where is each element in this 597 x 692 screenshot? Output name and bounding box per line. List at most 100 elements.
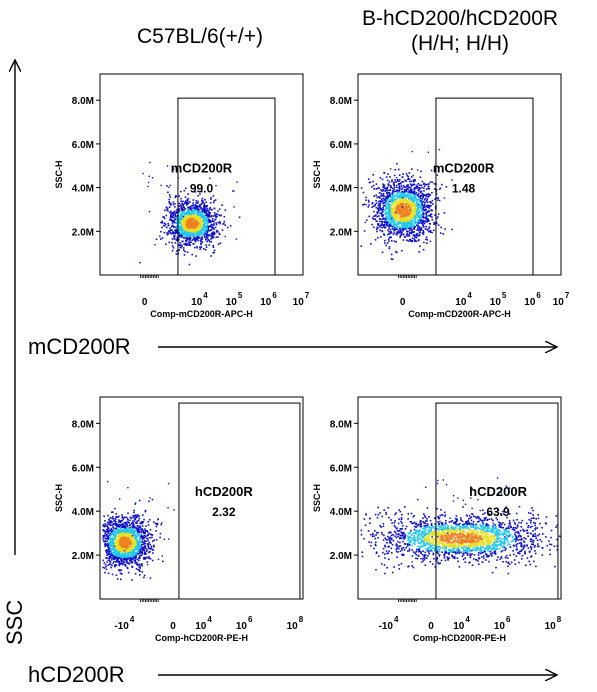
event-dot xyxy=(398,196,400,198)
event-dot xyxy=(112,531,115,533)
event-dot xyxy=(427,219,430,221)
event-dot xyxy=(194,219,196,222)
event-dot xyxy=(106,554,108,557)
event-dot xyxy=(526,557,529,559)
event-dot xyxy=(414,235,416,237)
event-dot xyxy=(195,255,197,257)
event-dot xyxy=(436,543,438,545)
event-dot xyxy=(400,198,403,201)
event-dot xyxy=(386,194,389,197)
event-dot xyxy=(120,530,123,532)
event-dot xyxy=(412,234,415,236)
event-dot xyxy=(384,213,386,215)
event-dot xyxy=(419,229,422,232)
event-dot xyxy=(423,182,425,185)
event-dots xyxy=(360,148,453,261)
event-dot xyxy=(148,547,150,550)
event-dot xyxy=(198,224,201,227)
event-dot xyxy=(131,554,134,556)
event-dot xyxy=(411,168,413,170)
event-dot xyxy=(203,203,206,205)
event-dot xyxy=(459,536,462,538)
event-dot xyxy=(421,186,423,189)
event-dot xyxy=(382,189,385,191)
event-dot xyxy=(136,533,138,535)
event-dot xyxy=(202,210,204,213)
event-dot xyxy=(409,194,412,196)
event-dot xyxy=(116,552,118,555)
event-dot xyxy=(390,208,393,211)
event-dot xyxy=(482,526,485,528)
event-dot xyxy=(160,230,162,233)
event-dot xyxy=(387,507,390,509)
event-dot xyxy=(127,487,129,489)
event-dot xyxy=(401,190,403,193)
event-dot xyxy=(407,227,410,230)
event-dot xyxy=(197,236,199,238)
event-dot xyxy=(404,218,407,220)
event-dot xyxy=(200,208,202,210)
event-dot xyxy=(400,201,402,204)
event-dot xyxy=(125,516,128,519)
event-dot xyxy=(388,247,391,250)
event-dot xyxy=(409,229,411,232)
event-dot xyxy=(426,228,428,231)
event-dot xyxy=(177,221,180,224)
event-dot xyxy=(412,237,414,240)
event-dot xyxy=(193,228,196,230)
event-dot xyxy=(406,224,408,227)
event-dot xyxy=(410,208,413,210)
event-dot xyxy=(119,524,122,526)
event-dot xyxy=(173,237,176,239)
event-dot xyxy=(397,229,400,232)
event-dot xyxy=(414,210,417,212)
event-dot xyxy=(416,185,418,187)
event-dot xyxy=(183,243,185,245)
event-dot xyxy=(130,556,133,558)
event-dot xyxy=(188,212,191,214)
event-dot xyxy=(134,520,136,522)
event-dot xyxy=(140,522,143,525)
event-dot xyxy=(408,190,410,192)
event-dot xyxy=(113,558,116,560)
event-dot xyxy=(111,551,114,554)
event-dot xyxy=(192,225,194,228)
event-dot xyxy=(172,225,175,228)
event-dot xyxy=(421,207,424,209)
event-dot xyxy=(380,194,383,197)
event-dot xyxy=(418,234,421,237)
event-dot xyxy=(416,203,419,206)
event-dot xyxy=(171,241,173,244)
event-dot xyxy=(109,516,112,519)
event-dot xyxy=(121,519,123,522)
event-dot xyxy=(407,196,410,198)
event-dot xyxy=(142,558,145,560)
event-dot xyxy=(174,215,177,217)
event-dot xyxy=(134,535,137,538)
event-dot xyxy=(130,534,132,537)
event-dot xyxy=(137,543,140,546)
event-dot xyxy=(408,178,411,180)
event-dot xyxy=(114,533,116,535)
event-dot xyxy=(425,216,427,218)
event-dot xyxy=(388,205,391,208)
event-dot xyxy=(403,213,405,216)
event-dot xyxy=(194,235,196,237)
event-dot xyxy=(387,238,390,240)
event-dot xyxy=(407,212,409,215)
event-dot xyxy=(413,231,415,233)
event-dot xyxy=(138,531,141,534)
event-dot xyxy=(147,534,149,537)
event-dot xyxy=(433,221,435,224)
event-dot xyxy=(428,183,430,185)
event-dot xyxy=(406,233,409,235)
event-dot xyxy=(386,193,388,195)
event-dot xyxy=(174,212,177,215)
event-dot xyxy=(106,561,108,563)
event-dot xyxy=(385,208,387,211)
event-dot xyxy=(188,223,190,225)
event-dot xyxy=(430,201,433,204)
event-dot xyxy=(408,212,411,214)
event-dot xyxy=(189,228,192,230)
